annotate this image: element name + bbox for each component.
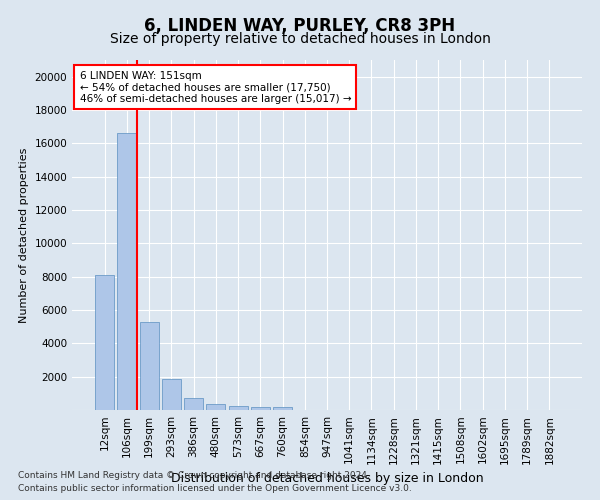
Bar xyxy=(118,134,136,410)
Bar xyxy=(206,404,225,410)
Bar xyxy=(229,406,248,410)
Bar xyxy=(273,406,292,410)
Y-axis label: Number of detached properties: Number of detached properties xyxy=(19,148,29,322)
Text: Contains public sector information licensed under the Open Government Licence v3: Contains public sector information licen… xyxy=(18,484,412,493)
Text: Size of property relative to detached houses in London: Size of property relative to detached ho… xyxy=(110,32,490,46)
X-axis label: Distribution of detached houses by size in London: Distribution of detached houses by size … xyxy=(170,472,484,485)
Bar xyxy=(251,406,270,410)
Bar xyxy=(95,275,114,410)
Text: 6, LINDEN WAY, PURLEY, CR8 3PH: 6, LINDEN WAY, PURLEY, CR8 3PH xyxy=(145,18,455,36)
Bar xyxy=(140,322,158,410)
Bar xyxy=(162,379,181,410)
Text: 6 LINDEN WAY: 151sqm
← 54% of detached houses are smaller (17,750)
46% of semi-d: 6 LINDEN WAY: 151sqm ← 54% of detached h… xyxy=(80,70,351,104)
Text: Contains HM Land Registry data © Crown copyright and database right 2024.: Contains HM Land Registry data © Crown c… xyxy=(18,470,370,480)
Bar xyxy=(184,398,203,410)
